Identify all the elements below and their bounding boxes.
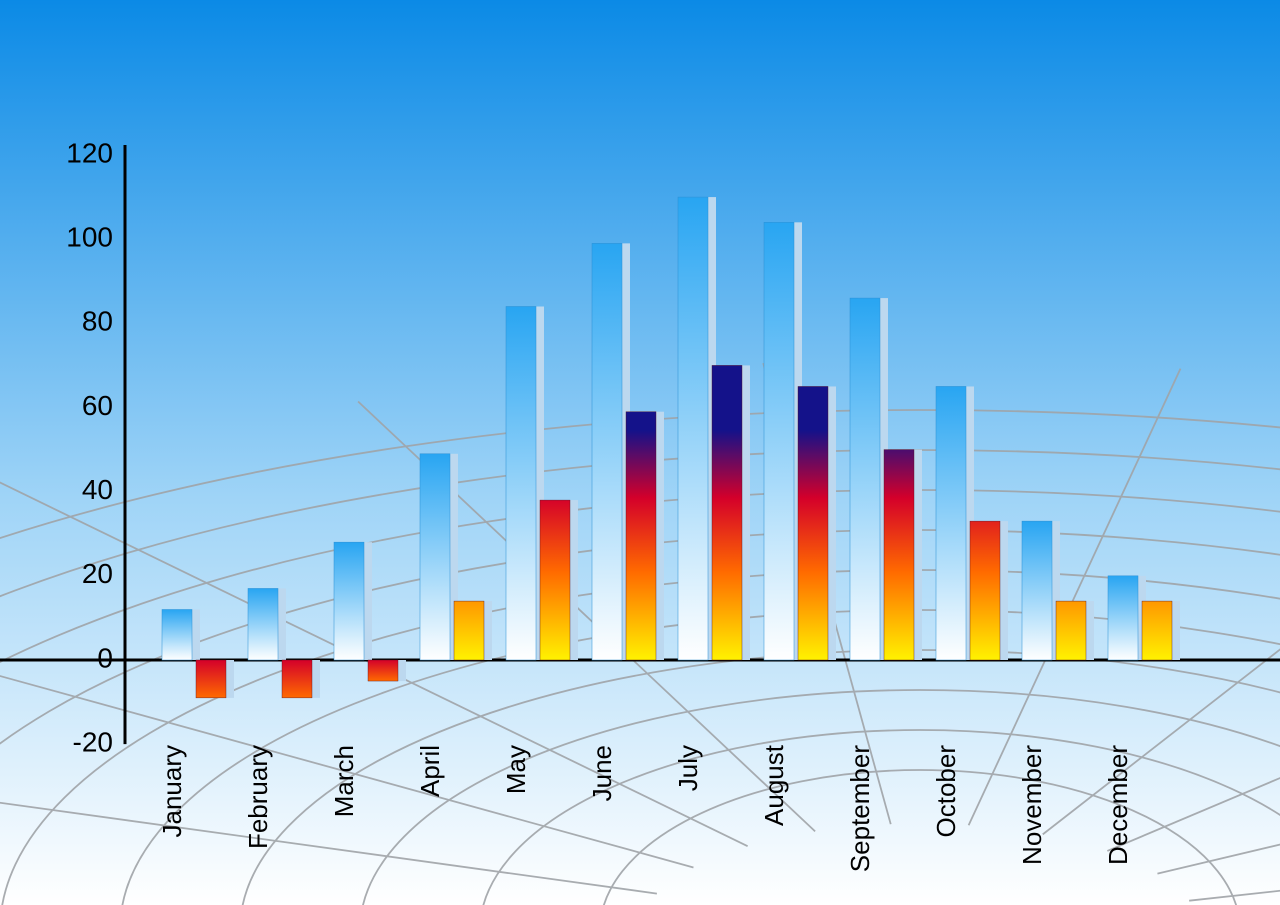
x-category-label: January	[157, 745, 187, 838]
bar-series-a	[592, 243, 622, 660]
bar-series-b	[1142, 601, 1172, 660]
bar-series-a	[420, 454, 450, 660]
chart-svg: -20 0 20 40 60 80 100 120 January February March Ap…	[0, 0, 1280, 905]
y-tick-label: 60	[82, 390, 113, 421]
x-category-label: December	[1103, 745, 1133, 865]
chart-container: -20 0 20 40 60 80 100 120 January February March Ap…	[0, 0, 1280, 905]
y-tick-label: 100	[66, 222, 113, 253]
x-category-label: September	[845, 745, 875, 873]
x-category-label: February	[243, 745, 273, 849]
bar-series-a	[1022, 521, 1052, 660]
bar-series-a	[162, 610, 192, 661]
y-tick-label: 80	[82, 306, 113, 337]
bar-series-b	[368, 660, 398, 681]
bar-series-b	[798, 386, 828, 660]
bar-series-a	[506, 307, 536, 661]
x-category-label: March	[329, 745, 359, 817]
bar-series-b	[454, 601, 484, 660]
x-category-label: October	[931, 745, 961, 838]
bar-series-a	[936, 386, 966, 660]
bar-series-b	[1056, 601, 1086, 660]
bar-series-a	[678, 197, 708, 660]
x-category-label: July	[673, 745, 703, 791]
bar-series-b	[540, 500, 570, 660]
x-category-label: August	[759, 744, 789, 826]
bar-series-b	[970, 521, 1000, 660]
y-tick-label: 120	[66, 137, 113, 168]
bar-series-b	[626, 412, 656, 660]
bar-series-a	[334, 542, 364, 660]
bar-series-a	[764, 222, 794, 660]
x-category-label: May	[501, 745, 531, 794]
y-tick-label: 40	[82, 474, 113, 505]
bar-series-a	[850, 298, 880, 660]
bar-series-b	[712, 365, 742, 660]
y-tick-label: -20	[73, 727, 113, 758]
bar-series-b	[884, 450, 914, 660]
bar-series-b	[282, 660, 312, 698]
y-tick-label: 20	[82, 558, 113, 589]
bar-series-a	[248, 588, 278, 660]
bar-series-b	[196, 660, 226, 698]
bar-series-a	[1108, 576, 1138, 660]
x-category-label: June	[587, 745, 617, 801]
x-category-label: November	[1017, 745, 1047, 865]
y-tick-label: 0	[97, 642, 113, 673]
x-category-label: April	[415, 745, 445, 797]
